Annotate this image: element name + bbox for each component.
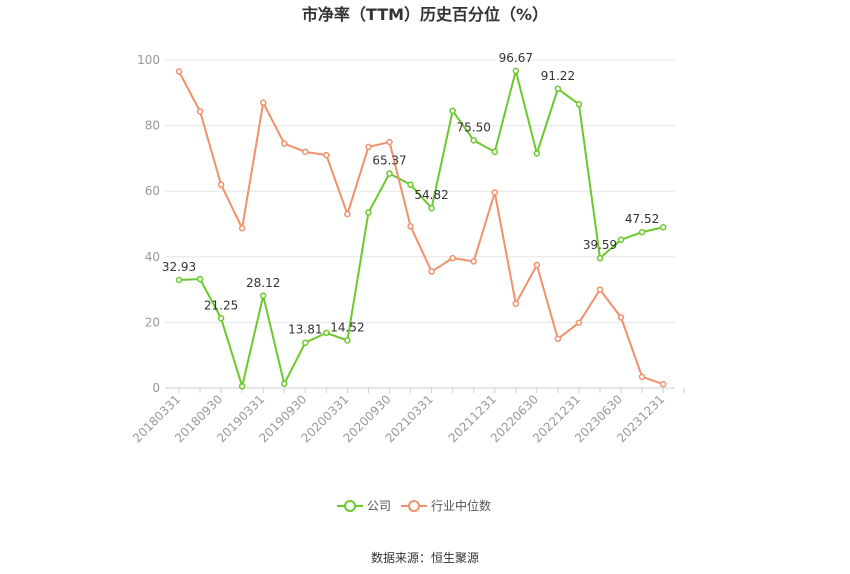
series-layer [175, 67, 667, 390]
data-label: 14.52 [330, 320, 364, 334]
data-point [217, 181, 225, 188]
data-point [238, 225, 246, 232]
data-point [281, 380, 288, 387]
data-point [638, 228, 646, 236]
data-point [638, 373, 646, 381]
chart-title: 市净率（TTM）历史百分位（%） [302, 5, 548, 24]
data-point [407, 181, 414, 188]
data-point [196, 108, 204, 115]
y-tick-label: 80 [145, 119, 160, 133]
data-label: 47.52 [625, 212, 659, 226]
legend-label: 行业中位数 [431, 498, 491, 513]
data-point [259, 292, 267, 300]
data-point [554, 335, 562, 343]
data-point [281, 140, 288, 147]
data-point [365, 143, 372, 151]
data-point [196, 275, 204, 283]
data-point [470, 258, 477, 265]
data-point [302, 339, 309, 346]
legend-marker [344, 500, 356, 512]
y-axis: 0 20 40 60 80 100 [137, 53, 160, 395]
data-label: 28.12 [246, 276, 280, 290]
legend-item[interactable]: 公司 [337, 499, 391, 513]
data-point [491, 189, 498, 196]
data-point [217, 315, 225, 322]
data-point [428, 204, 435, 212]
data-point [449, 254, 456, 262]
y-tick-label: 100 [137, 53, 160, 67]
data-point [175, 276, 183, 284]
data-point [449, 107, 456, 115]
data-point [407, 223, 414, 230]
data-point [596, 286, 604, 293]
data-label: 32.93 [162, 260, 196, 274]
x-axis: 2018033120180930201903312019093020200331… [130, 388, 685, 445]
data-point [323, 151, 330, 159]
data-point [175, 68, 183, 75]
data-label: 75.50 [457, 120, 491, 134]
data-point [617, 236, 625, 243]
data-point [302, 148, 309, 156]
data-point [491, 148, 498, 156]
data-point [659, 380, 667, 388]
data-point [323, 329, 330, 337]
y-tick-label: 60 [145, 184, 160, 198]
data-point [470, 137, 477, 144]
data-point [428, 268, 435, 275]
data-point [554, 85, 562, 93]
data-label: 91.22 [541, 69, 575, 83]
data-point [238, 383, 246, 390]
legend-marker [408, 500, 420, 512]
legend: 公司 行业中位数 [337, 498, 491, 513]
grid [165, 59, 675, 389]
data-point [575, 101, 583, 108]
data-label: 65.37 [372, 154, 406, 168]
data-label: 96.67 [499, 51, 533, 65]
data-point [365, 209, 372, 216]
legend-label: 公司 [367, 499, 391, 513]
data-point [533, 261, 541, 269]
data-point [386, 138, 393, 146]
data-point [659, 224, 667, 231]
data-point [596, 254, 604, 262]
data-label: 39.59 [583, 238, 617, 252]
data-labels: 32.93 21.25 28.12 13.81 14.52 65.37 54.82 75.50… [162, 51, 659, 337]
data-point [259, 99, 267, 106]
data-label: 54.82 [414, 188, 448, 202]
data-point [533, 150, 541, 157]
data-label: 21.25 [204, 298, 238, 312]
legend-item[interactable]: 行业中位数 [401, 498, 491, 513]
y-tick-label: 40 [145, 250, 160, 264]
data-point [512, 67, 520, 75]
data-point [575, 319, 583, 326]
data-point [386, 170, 393, 177]
series-line [178, 69, 664, 388]
data-label: 13.81 [288, 323, 322, 337]
data-point [344, 337, 351, 344]
y-tick-label: 0 [152, 381, 160, 395]
y-tick-label: 20 [145, 315, 160, 329]
series-line [178, 71, 664, 386]
data-point [344, 210, 351, 218]
data-point [512, 300, 520, 307]
data-point [617, 314, 625, 321]
source-note: 数据来源：恒生聚源 [371, 550, 479, 565]
